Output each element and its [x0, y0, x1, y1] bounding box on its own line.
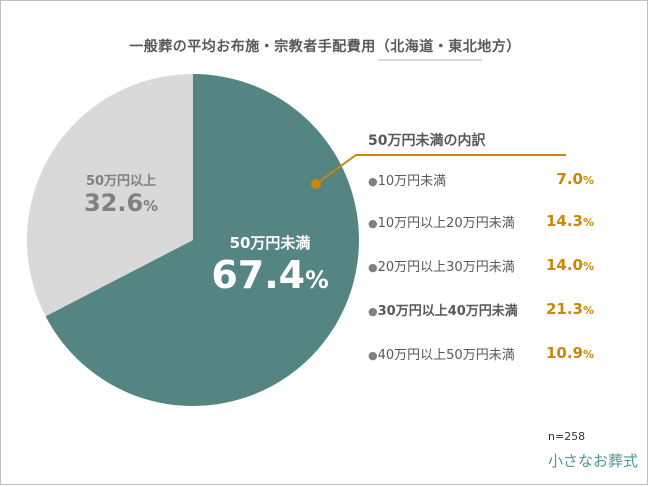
breakdown-row: ●40万円以上50万円未満 10.9% [368, 344, 594, 364]
breakdown-row-value: 7.0% [556, 170, 594, 188]
breakdown-row-label: 30万円以上40万円未満 [377, 304, 518, 319]
bullet-icon: ● [368, 349, 378, 362]
breakdown-row: ●30万円以上40万円未満 21.3% [368, 300, 594, 320]
breakdown-row: ●20万円以上30万円未満 14.0% [368, 256, 594, 276]
breakdown-row-value: 10.9% [545, 344, 594, 362]
brand-logo: 小さなお葬式 [548, 452, 639, 470]
chart-title: 一般葬の平均お布施・宗教者手配費用（北海道・東北地方） [129, 39, 521, 55]
pie-label-over-50-value: 32.6% [83, 189, 159, 217]
bullet-icon: ● [368, 305, 378, 318]
sample-size-label: n=258 [548, 430, 586, 443]
pie-slice-under-50 [45, 74, 360, 406]
pie-slice-over-50 [27, 74, 193, 317]
pie-label-over-50-name: 50万円以上 [85, 174, 157, 189]
breakdown-row-label: 10万円未満 [377, 174, 447, 189]
breakdown-row-value: 14.3% [545, 212, 594, 230]
bullet-icon: ● [368, 175, 378, 188]
breakdown-row: ●10万円未満 7.0% [368, 170, 594, 190]
breakdown-row: ●10万円以上20万円未満 14.3% [368, 212, 594, 232]
bullet-icon: ● [368, 217, 378, 230]
pie-label-under-50: 50万円未満 67.4% [190, 232, 350, 297]
breakdown-row-label: 40万円以上50万円未満 [377, 348, 515, 363]
connector-line [315, 154, 566, 185]
bullet-icon: ● [368, 261, 378, 274]
breakdown-row-label: 10万円以上20万円未満 [377, 216, 515, 231]
title-underline [378, 59, 482, 61]
pie-label-under-50-value: 67.4% [211, 253, 329, 297]
breakdown-title: 50万円未満の内訳 [368, 133, 486, 149]
pie-label-under-50-name: 50万円未満 [229, 234, 311, 252]
breakdown-row-label: 20万円以上30万円未満 [377, 260, 515, 275]
breakdown-row-value: 14.0% [545, 256, 594, 274]
pie-label-over-50: 50万円以上 32.6% [66, 170, 176, 217]
breakdown-row-value: 21.3% [545, 300, 594, 318]
